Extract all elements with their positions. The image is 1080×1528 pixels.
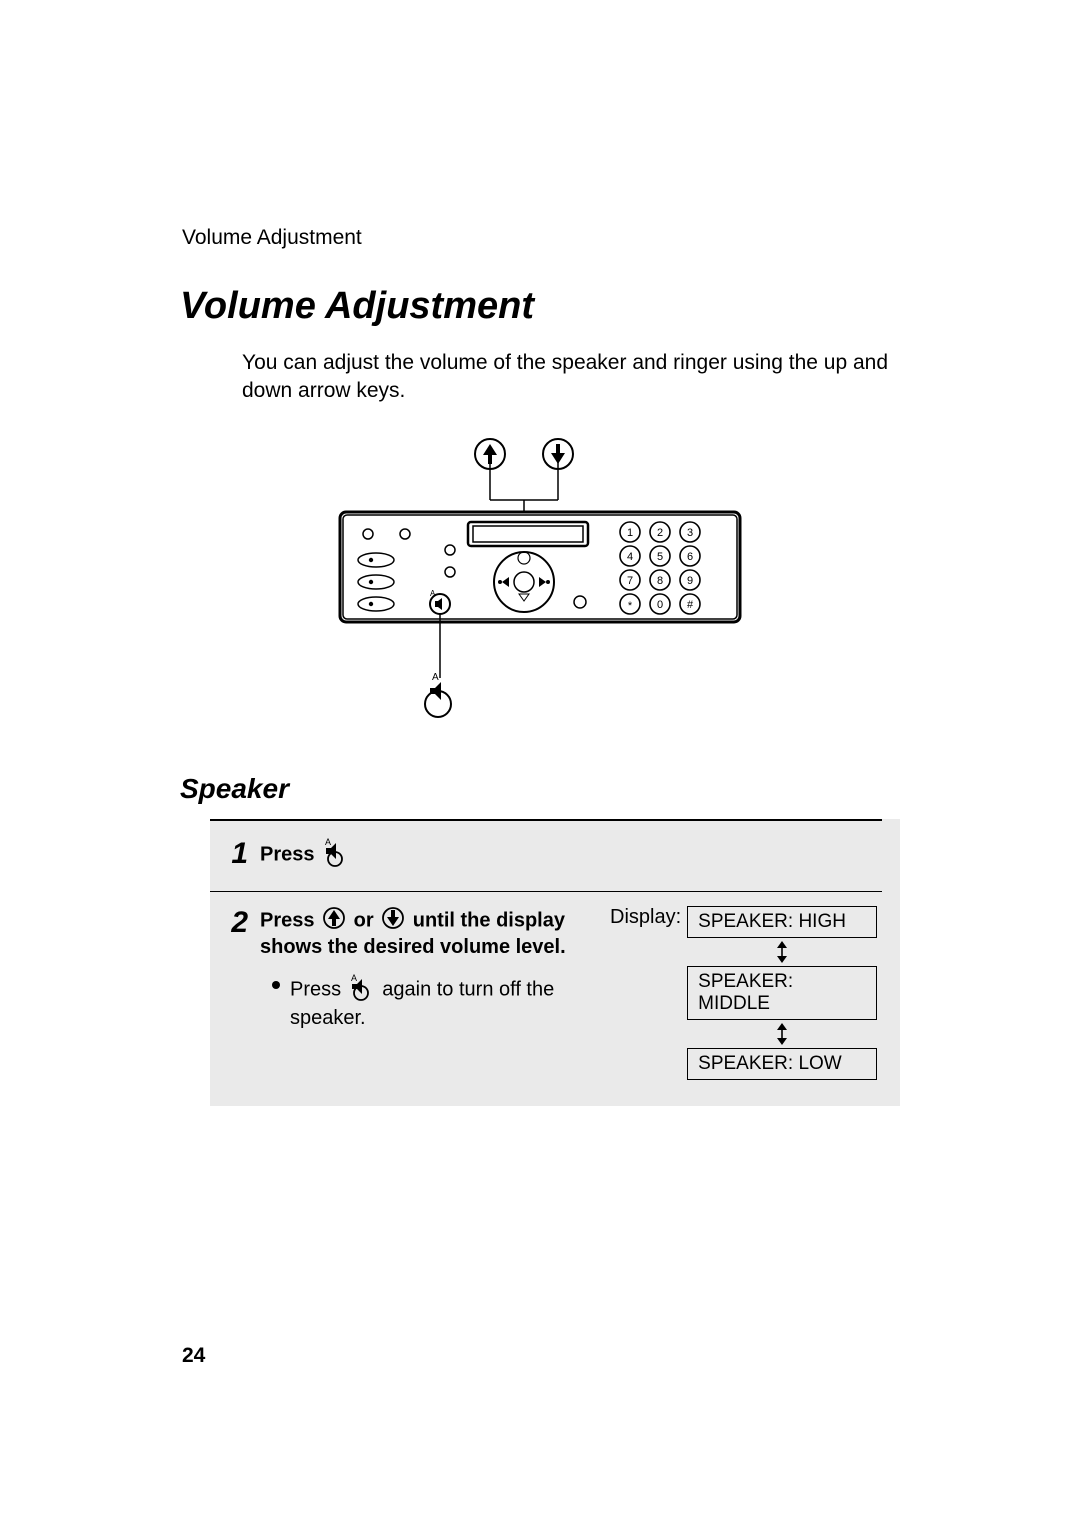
step-2-bullet: Press A again to turn off the speaker. bbox=[260, 973, 590, 1030]
up-arrow-icon bbox=[322, 906, 346, 936]
display-middle: SPEAKER: MIDDLE bbox=[687, 966, 877, 1020]
display-high: SPEAKER: HIGH bbox=[687, 906, 877, 938]
svg-text:5: 5 bbox=[657, 551, 663, 563]
double-arrow-icon bbox=[775, 941, 789, 963]
double-arrow-icon bbox=[775, 1023, 789, 1045]
step-2-bullet-prefix: Press bbox=[290, 978, 341, 1000]
display-label: Display: bbox=[610, 906, 681, 929]
svg-text:A: A bbox=[351, 973, 357, 983]
steps-panel: 1 Press A 2 Press bbox=[210, 819, 900, 1106]
step-2: 2 Press or bbox=[210, 906, 882, 1080]
display-column: Display: SPEAKER: HIGH SPEAKER: MIDDLE bbox=[610, 906, 870, 1080]
intro-paragraph: You can adjust the volume of the speaker… bbox=[242, 349, 900, 406]
svg-text:0: 0 bbox=[657, 599, 663, 611]
running-header: Volume Adjustment bbox=[182, 226, 362, 250]
svg-text:A: A bbox=[432, 672, 439, 683]
svg-text:3: 3 bbox=[687, 527, 693, 539]
speaker-button-icon: A bbox=[322, 837, 350, 873]
step-1: 1 Press A bbox=[210, 837, 882, 873]
speaker-button-icon: A bbox=[349, 973, 375, 1007]
step-2-or-label: or bbox=[354, 909, 374, 931]
svg-text:8: 8 bbox=[657, 575, 663, 587]
svg-text:*: * bbox=[628, 600, 633, 612]
page-title: Volume Adjustment bbox=[180, 285, 900, 328]
svg-text:2: 2 bbox=[657, 527, 663, 539]
svg-text:A: A bbox=[430, 589, 436, 598]
svg-text:6: 6 bbox=[687, 551, 693, 563]
step-2-press-label: Press bbox=[260, 909, 315, 931]
display-low: SPEAKER: LOW bbox=[687, 1048, 877, 1080]
svg-text:A: A bbox=[325, 837, 331, 847]
svg-text:9: 9 bbox=[687, 575, 693, 587]
svg-text:7: 7 bbox=[627, 575, 633, 587]
page-number: 24 bbox=[182, 1344, 205, 1368]
bullet-dot-icon bbox=[272, 981, 280, 989]
step-1-press-label: Press bbox=[260, 843, 315, 865]
step-2-number: 2 bbox=[210, 908, 260, 938]
down-arrow-icon bbox=[381, 906, 405, 936]
step-1-number: 1 bbox=[210, 839, 260, 869]
speaker-subheading: Speaker bbox=[180, 773, 900, 805]
svg-text:4: 4 bbox=[627, 551, 633, 563]
device-diagram: A 1 2 3 bbox=[310, 432, 770, 737]
svg-text:1: 1 bbox=[627, 527, 633, 539]
manual-page: Volume Adjustment Volume Adjustment You … bbox=[0, 0, 1080, 1528]
svg-text:#: # bbox=[687, 599, 694, 611]
